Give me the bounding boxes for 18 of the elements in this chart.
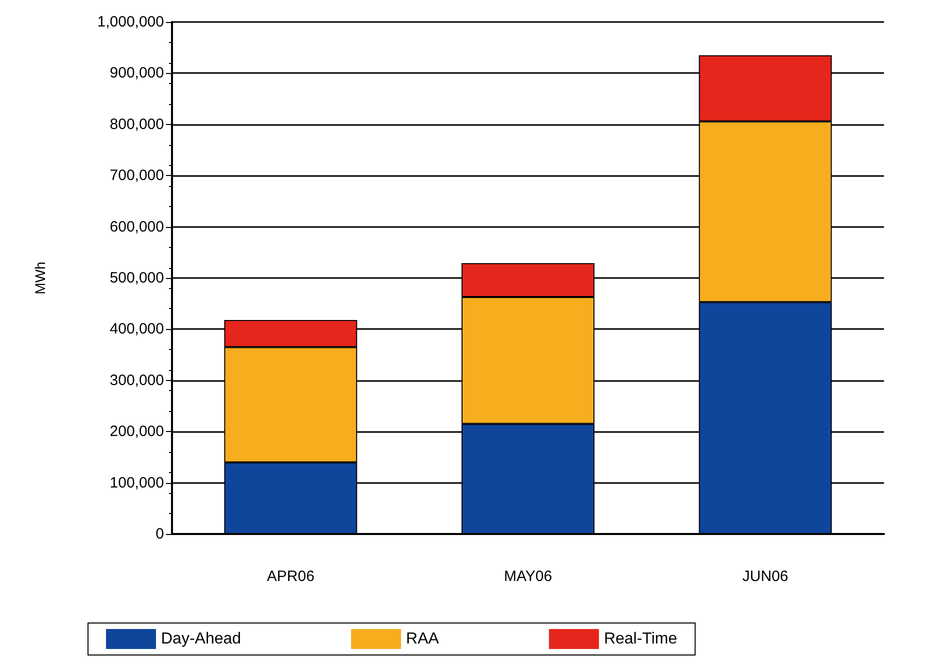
y-tick-label: 0 xyxy=(156,526,164,542)
y-tick-label: 700,000 xyxy=(110,167,164,184)
legend-label: RAA xyxy=(406,630,440,648)
y-tick-label: 500,000 xyxy=(110,270,164,286)
x-tick-label: JUN06 xyxy=(742,568,788,585)
y-tick-label: 900,000 xyxy=(110,64,164,82)
y-tick-label: 800,000 xyxy=(110,116,164,133)
legend-label: Real-Time xyxy=(604,630,678,648)
y-tick-label: 200,000 xyxy=(110,423,164,440)
y-tick-label: 300,000 xyxy=(110,372,164,389)
x-tick-label: MAY06 xyxy=(504,568,552,585)
y-tick-label: 1,000,000 xyxy=(97,14,164,30)
y-tick-label: 400,000 xyxy=(110,320,164,338)
y-axis-title: MWh xyxy=(32,262,48,294)
legend-label: Day-Ahead xyxy=(161,630,242,648)
y-tick-label: 100,000 xyxy=(110,474,164,492)
y-tick-label: 600,000 xyxy=(110,218,164,236)
x-tick-label: APR06 xyxy=(266,568,314,585)
